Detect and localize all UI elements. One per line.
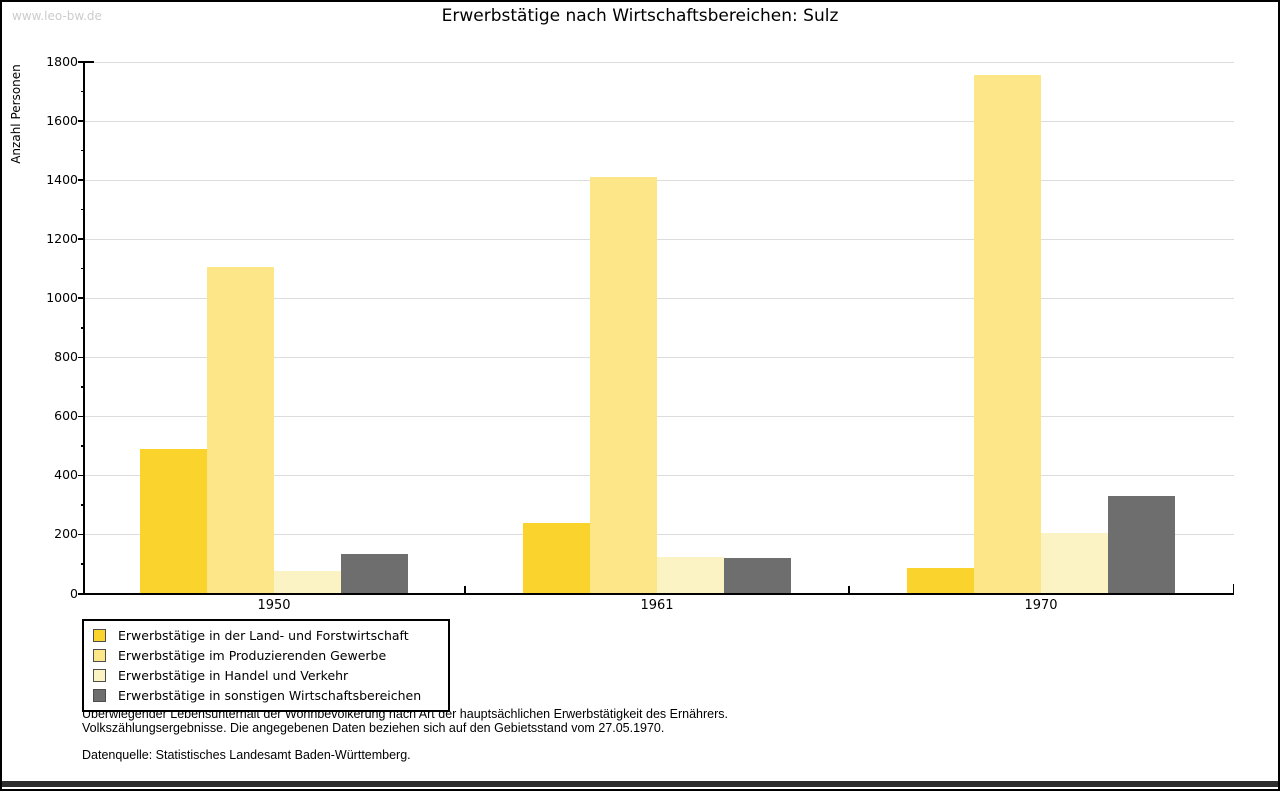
bar-1950-series-1 [207,266,274,594]
x-group-separator-tick-0 [464,585,466,594]
y-tick-label-400: 400 [54,467,78,483]
gridline-400 [85,475,1234,477]
y-major-tick-1200 [78,238,85,240]
legend-swatch-sonstige-wirtschaftsbereiche [93,688,106,702]
bar-1961-series-1 [590,176,657,594]
legend-item-handel-verkehr: Erwerbstätige in Handel und Verkehr [90,665,442,685]
watermark-leo-bw: www.leo-bw.de [12,9,102,23]
legend-label: Erwerbstätige in Handel und Verkehr [118,667,349,683]
y-major-tick-1000 [78,297,85,299]
bar-1970-series-1 [974,74,1041,594]
bar-1961-series-3 [724,558,791,594]
bar-1950-series-0 [140,448,207,594]
legend-swatch-produzierendes-gewerbe [93,648,106,662]
y-major-tick-600 [78,415,85,418]
y-major-tick-1400 [78,179,85,181]
x-tick-label-1950: 1950 [257,597,291,613]
y-major-tick-1800 [78,61,85,63]
y-axis-line [83,61,85,594]
legend-swatch-handel-verkehr [93,668,106,682]
y-major-tick-800 [78,356,85,359]
y-axis-top-corner-tick [85,61,94,63]
y-tick-label-1000: 1000 [46,289,78,305]
gridline-200 [85,534,1234,536]
y-major-tick-1600 [78,120,85,122]
bar-1961-series-2 [657,556,724,594]
legend-item-produzierendes-gewerbe: Erwerbstätige im Produzierenden Gewerbe [90,645,442,665]
x-group-separator-tick-1 [848,585,850,594]
legend-item-sonstige-wirtschaftsbereiche: Erwerbstätige in sonstigen Wirtschaftsbe… [90,685,442,705]
y-tick-label-1400: 1400 [46,171,78,187]
gridline-1000 [85,297,1234,299]
bar-1950-series-3 [341,553,408,594]
footnote-source: Datenquelle: Statistisches Landesamt Bad… [82,748,411,762]
bar-1970-series-2 [1041,532,1108,594]
legend-label: Erwerbstätige in sonstigen Wirtschaftsbe… [118,687,422,703]
y-axis-label: Anzahl Personen [9,64,23,164]
chart-title: Erwerbstätige nach Wirtschaftsbereichen:… [441,6,839,26]
y-tick-label-1200: 1200 [46,230,78,246]
legend-item-land-forstwirtschaft: Erwerbstätige in der Land- und Forstwirt… [90,625,442,645]
y-tick-label-200: 200 [54,526,78,542]
y-tick-label-1800: 1800 [46,53,78,69]
gridline-1400 [85,179,1234,181]
bar-1970-series-3 [1108,495,1175,594]
footnote-line-2: Volkszählungsergebnisse. Die angegebenen… [82,721,665,735]
x-tick-label-1961: 1961 [640,597,674,613]
legend-label: Erwerbstätige im Produzierenden Gewerbe [118,647,387,663]
y-major-tick-0 [78,593,85,595]
y-tick-label-1600: 1600 [46,112,78,128]
gridline-1200 [85,238,1234,240]
x-tick-label-1970: 1970 [1024,597,1058,613]
y-major-tick-400 [78,474,85,477]
legend-label: Erwerbstätige in der Land- und Forstwirt… [118,627,409,643]
legend: Erwerbstätige in der Land- und Forstwirt… [82,619,450,712]
bottom-frame-bar [2,781,1278,787]
gridline-600 [85,416,1234,418]
x-axis-end-tick [1232,583,1234,594]
bar-1970-series-0 [907,568,974,594]
legend-swatch-land-forstwirtschaft [93,628,106,642]
gridline-800 [85,357,1234,359]
bar-1950-series-2 [274,571,341,594]
y-major-tick-200 [78,533,85,536]
y-tick-label-0: 0 [70,585,78,601]
x-axis-line [83,592,1234,595]
gridline-1600 [85,120,1234,122]
gridline-1800 [85,61,1234,63]
y-tick-label-800: 800 [54,349,78,365]
bar-1961-series-0 [523,522,590,594]
y-tick-label-600: 600 [54,408,78,424]
